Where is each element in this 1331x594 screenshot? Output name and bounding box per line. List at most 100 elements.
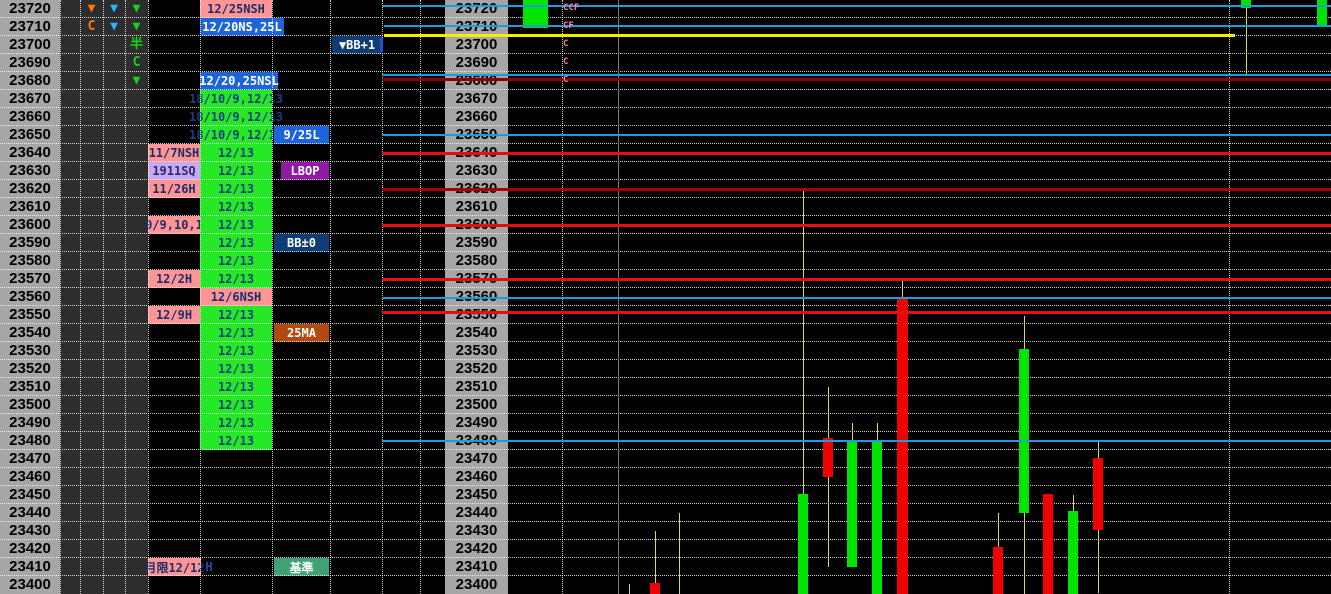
candle-body-down [823, 438, 833, 477]
price-axis-left-label: 23560 [9, 288, 51, 305]
grid-row-separator [0, 179, 1331, 180]
annotation-chip: 18/10/9,12/13 [189, 90, 283, 108]
grid-row-separator [0, 323, 1331, 324]
price-axis-left-label: 23590 [9, 234, 51, 251]
grid-column-separator [200, 0, 201, 594]
price-axis-middle-label: 23690 [455, 54, 498, 71]
price-axis-left-label: 23630 [9, 162, 51, 179]
sell-triangle-orange-icon: ▼ [87, 1, 96, 16]
price-axis-left-label: 23720 [9, 0, 51, 17]
price-axis-left [0, 0, 60, 594]
grid-row-separator [0, 161, 1331, 162]
price-level-line [382, 278, 1331, 281]
annotation-chip: 12/13 [200, 378, 272, 396]
candle-body-up [1317, 0, 1327, 27]
grid-row-separator [0, 413, 1331, 414]
annotation-chip: 12/6NSH [200, 288, 272, 306]
grid-row-separator [0, 233, 1331, 234]
annotation-chip: 18/10/9,12/13 [189, 126, 283, 144]
candle-wick [1073, 495, 1074, 511]
annotation-chip: H [205, 560, 213, 574]
annotation-chip: 12/25NSH [200, 0, 272, 18]
price-level-line [382, 311, 1331, 314]
price-axis-left-label: 23490 [9, 414, 51, 431]
annotation-chip: ▼BB+1 [332, 36, 382, 54]
price-axis-middle-label: 23450 [455, 486, 498, 503]
annotation-chip: 12/13 [200, 342, 272, 360]
price-axis-left-label: 23650 [9, 126, 51, 143]
price-axis-middle-label: 23540 [455, 324, 498, 341]
candle-body-up [523, 0, 548, 28]
price-axis-left-label: 23440 [9, 504, 51, 521]
price-level-line [382, 188, 1331, 191]
grid-row-separator [0, 449, 1331, 450]
candle-wick [902, 280, 903, 299]
price-axis-left-label: 23480 [9, 432, 51, 449]
price-axis-left-label: 23520 [9, 360, 51, 377]
price-axis-middle-label: 23580 [455, 252, 498, 269]
marker-grid-background [60, 0, 148, 594]
annotation-chip: 12/13 [200, 144, 272, 162]
price-level-line [382, 297, 1331, 299]
han-marker-green-icon: 半 [129, 37, 143, 52]
candle-wick [629, 584, 630, 594]
grid-column-separator [272, 0, 273, 594]
annotation-chip: 12/13 [200, 270, 272, 288]
annotation-chip: 基準 [274, 558, 329, 576]
price-axis-left-label: 23550 [9, 306, 51, 323]
annotation-chip: 12/2H [148, 270, 200, 288]
price-axis-middle-label: 23510 [455, 378, 498, 395]
price-axis-middle-label: 23630 [455, 162, 498, 179]
price-axis-middle-label: 23720 [455, 0, 498, 17]
price-axis-left-label: 23640 [9, 144, 51, 161]
candle-wick [655, 531, 656, 594]
price-level-line [384, 25, 1331, 27]
annotation-chip: 12/13 [200, 396, 272, 414]
annotation-chip: 1911SQ [148, 162, 200, 180]
sell-triangle-green-icon: ▼ [132, 1, 141, 16]
annotation-chip: 0/9,10,1 [145, 216, 203, 234]
chart-flag-label: CF [563, 21, 574, 31]
annotation-chip: 12/13 [200, 180, 272, 198]
price-axis-left-label: 23620 [9, 180, 51, 197]
price-axis-middle-label: 23560 [445, 288, 508, 306]
candle-body-up [847, 440, 857, 567]
grid-row-separator [0, 197, 1331, 198]
price-axis-left-label: 23400 [9, 576, 51, 593]
candle-wick [852, 423, 853, 440]
price-axis-left-label: 23430 [9, 522, 51, 539]
price-axis-left-label: 23540 [9, 324, 51, 341]
annotation-chip: 12/13 [200, 198, 272, 216]
grid-row-separator [0, 53, 1331, 54]
grid-row-separator [0, 17, 1331, 18]
grid-row-separator [0, 485, 1331, 486]
price-level-line [382, 78, 1331, 81]
price-axis-left-label: 23600 [9, 216, 51, 233]
candle-wick [1246, 8, 1247, 76]
annotation-chip: 12/13 [200, 234, 272, 252]
price-axis-left-label: 23420 [9, 540, 51, 557]
candle-body-up [1019, 349, 1029, 513]
grid-column-separator [125, 0, 126, 594]
price-axis-middle-label: 23430 [455, 522, 498, 539]
grid-row-separator [0, 521, 1331, 522]
price-axis-middle-label: 23490 [455, 414, 498, 431]
price-level-line [382, 74, 1331, 76]
blue-tick-marker [380, 38, 383, 52]
annotation-chip: 月限12/12 [144, 558, 205, 576]
candle-body-down [993, 547, 1003, 594]
price-level-line [382, 224, 1331, 227]
price-axis-middle-label: 23670 [455, 90, 498, 107]
price-axis-middle-label: 23700 [455, 36, 498, 53]
candle-body-up [872, 440, 882, 594]
grid-column-separator [60, 0, 61, 594]
annotation-chip: 12/13 [200, 216, 272, 234]
price-axis-left-label: 23500 [9, 396, 51, 413]
annotation-chip: 12/20NS,25L [200, 18, 284, 36]
annotation-chip: 25MA [274, 324, 329, 342]
annotation-chip: 12/20,25NSL [199, 72, 279, 90]
grid-row-separator [0, 467, 1331, 468]
price-axis-left-label: 23670 [9, 90, 51, 107]
price-axis-left-label: 23690 [9, 54, 51, 71]
